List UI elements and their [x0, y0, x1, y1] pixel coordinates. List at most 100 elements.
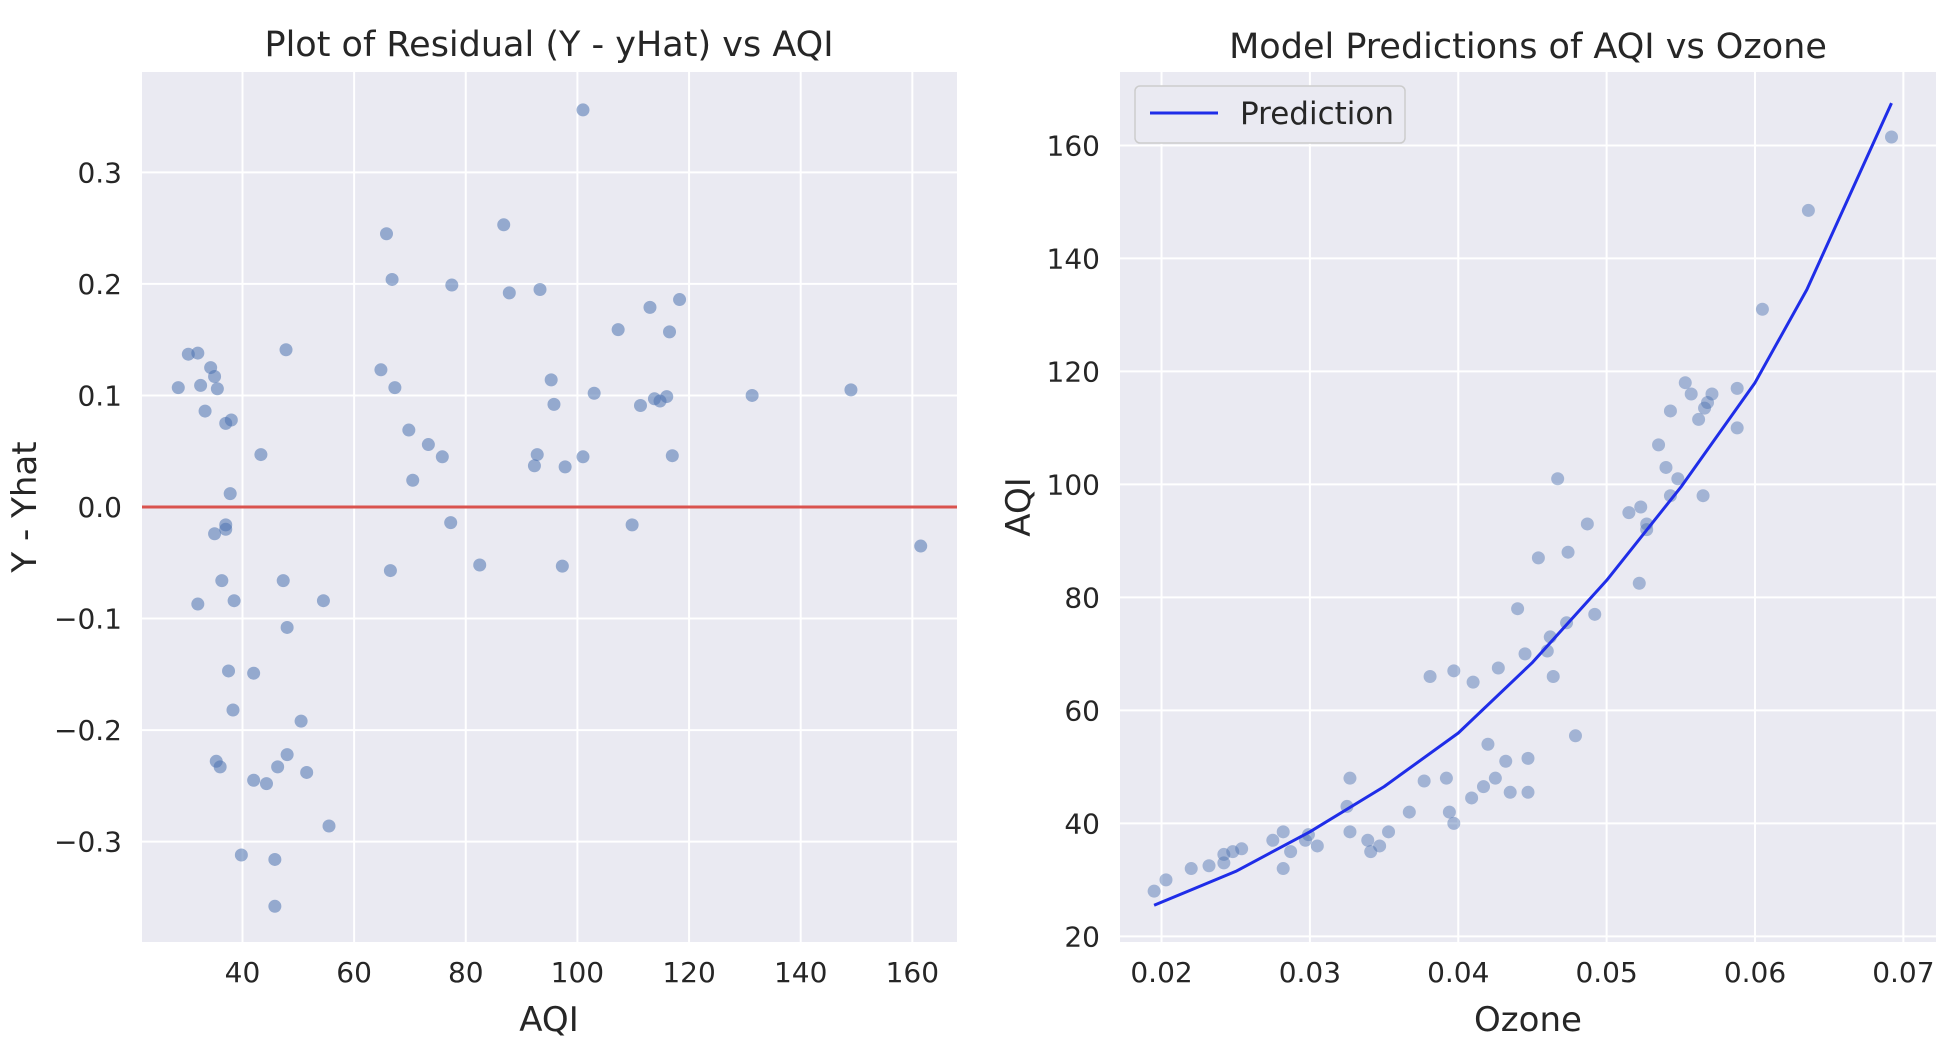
- prediction-plot-title: Model Predictions of AQI vs Ozone: [1229, 27, 1827, 67]
- data-point: [611, 323, 625, 337]
- data-point: [1402, 805, 1416, 819]
- data-point: [1343, 825, 1357, 839]
- data-point: [576, 450, 590, 464]
- data-point: [1202, 859, 1216, 873]
- data-point: [844, 383, 858, 397]
- x-tick-label: 0.02: [1130, 956, 1192, 989]
- data-point: [300, 765, 314, 779]
- prediction-x-axis-label: Ozone: [1474, 1000, 1582, 1040]
- data-point: [1491, 661, 1505, 675]
- y-tick-label: 0.0: [77, 491, 122, 524]
- data-point: [547, 397, 561, 411]
- y-tick-label: 0.1: [77, 379, 122, 412]
- data-point: [374, 363, 388, 377]
- x-tick-label: 160: [886, 956, 939, 989]
- data-point: [402, 423, 416, 437]
- data-point: [194, 378, 208, 392]
- data-point: [1310, 839, 1324, 853]
- y-tick-label: −0.1: [54, 603, 122, 636]
- data-point: [1417, 774, 1431, 788]
- data-point: [1217, 847, 1231, 861]
- data-point: [421, 438, 435, 452]
- data-point: [254, 448, 268, 462]
- y-tick-label: 0.2: [77, 268, 122, 301]
- data-point: [1531, 551, 1545, 565]
- data-point: [198, 404, 212, 418]
- x-tick-label: 0.05: [1575, 956, 1637, 989]
- data-point: [215, 574, 229, 588]
- data-point: [1521, 751, 1535, 765]
- prediction-y-ticks: 20 40 60 80 100 120 140 160: [1047, 129, 1100, 953]
- data-point: [1382, 825, 1396, 839]
- data-point: [247, 773, 261, 787]
- x-tick-label: 40: [225, 956, 261, 989]
- data-point: [1217, 856, 1231, 870]
- y-tick-label: 160: [1047, 129, 1100, 162]
- data-point: [533, 283, 547, 296]
- data-point: [276, 574, 290, 588]
- data-point: [1423, 669, 1437, 683]
- data-point: [247, 666, 261, 680]
- y-tick-label: 100: [1047, 468, 1100, 501]
- data-point: [1235, 842, 1249, 856]
- x-tick-label: 140: [774, 956, 827, 989]
- x-tick-label: 0.03: [1279, 956, 1341, 989]
- data-point: [1373, 839, 1387, 853]
- data-point: [1730, 421, 1744, 435]
- data-point: [1481, 737, 1495, 751]
- prediction-plot-background: [1120, 72, 1936, 942]
- data-point: [1147, 884, 1161, 898]
- y-tick-label: −0.3: [54, 826, 122, 859]
- data-point: [223, 487, 237, 501]
- residual-y-ticks: −0.3 −0.2 −0.1 0.0 0.1 0.2 0.3: [54, 156, 122, 858]
- data-point: [171, 381, 185, 395]
- data-point: [191, 346, 205, 360]
- data-point: [1561, 545, 1575, 559]
- legend-box: [1134, 85, 1406, 144]
- data-point: [1705, 387, 1719, 401]
- prediction-y-axis-label: AQI: [999, 477, 1039, 536]
- residual-plot-title: Plot of Residual (Y - yHat) vs AQI: [264, 25, 833, 65]
- data-point: [1659, 460, 1673, 474]
- data-point: [1801, 203, 1815, 217]
- data-point: [380, 227, 393, 241]
- residual-points: [171, 103, 928, 913]
- data-point: [259, 777, 273, 791]
- data-point: [544, 373, 558, 387]
- data-point: [226, 703, 240, 717]
- data-point: [1622, 506, 1636, 520]
- data-point: [1361, 833, 1375, 847]
- data-point: [1511, 602, 1525, 616]
- data-point: [1466, 675, 1480, 689]
- data-point: [1226, 845, 1240, 859]
- data-point: [625, 518, 639, 532]
- data-point: [1476, 780, 1490, 794]
- data-point: [1701, 395, 1715, 409]
- data-point: [1580, 517, 1594, 531]
- data-point: [1343, 771, 1357, 785]
- y-tick-label: 40: [1064, 807, 1100, 840]
- data-point: [210, 382, 224, 396]
- data-point: [1159, 873, 1173, 887]
- data-point: [435, 450, 449, 464]
- data-point: [673, 293, 687, 307]
- x-tick-label: 100: [551, 956, 604, 989]
- data-point: [1465, 791, 1479, 805]
- data-point: [1698, 401, 1712, 415]
- data-point: [530, 448, 544, 462]
- y-tick-label: 0.3: [77, 156, 122, 189]
- data-point: [1499, 754, 1513, 768]
- data-point: [1634, 500, 1648, 514]
- data-point: [1755, 302, 1769, 316]
- y-tick-label: 60: [1064, 694, 1100, 727]
- data-point: [219, 522, 233, 536]
- data-point: [587, 386, 601, 400]
- data-point: [385, 272, 399, 286]
- data-point: [227, 594, 241, 608]
- residual-x-ticks: 40 60 80 100 120 140 160: [225, 956, 939, 989]
- data-point: [208, 527, 222, 541]
- data-point: [294, 714, 308, 728]
- prediction-line: [1153, 102, 1893, 907]
- data-point: [388, 381, 402, 395]
